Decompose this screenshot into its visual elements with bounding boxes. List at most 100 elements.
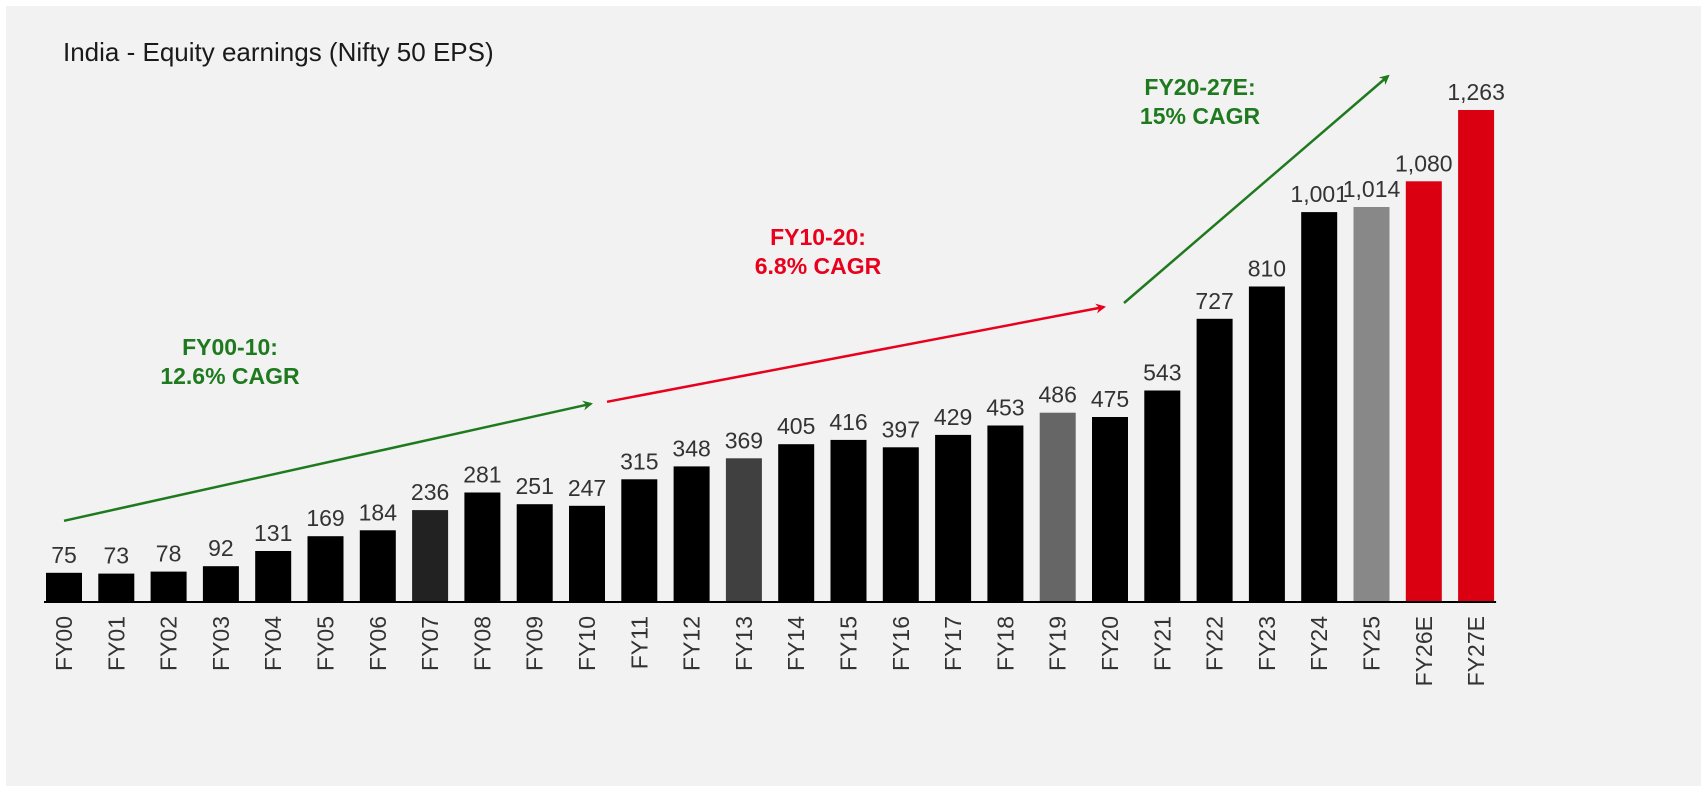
value-label-fy20: 475: [1091, 386, 1129, 412]
bar-fy19: [1039, 412, 1076, 602]
value-label-fy02: 78: [156, 541, 182, 567]
annotation-layer: FY00-10: 12.6% CAGR FY10-20: 6.8% CAGR FY20-…: [63, 74, 1390, 523]
value-label-fy26e: 1,080: [1395, 150, 1453, 176]
bar-fy07: [412, 510, 449, 602]
bar-fy18: [987, 425, 1024, 602]
value-labels-layer: 75 73 78 92 131 169 184 236 281 251 247 315 348 369 40…: [51, 79, 1505, 569]
x-tick-fy00: FY00: [51, 616, 77, 671]
bar-fy16: [882, 447, 919, 602]
bar-fy10: [569, 505, 605, 602]
bar-fy09: [516, 504, 553, 602]
value-label-fy24: 1,001: [1290, 181, 1348, 207]
cagr-label-3-line-2: 15% CAGR: [1140, 103, 1261, 129]
bar-fy05: [307, 536, 344, 602]
value-label-fy00: 75: [51, 542, 77, 568]
x-tick-fy18: FY18: [992, 616, 1018, 671]
bar-fy14: [778, 444, 815, 602]
x-tick-fy25: FY25: [1359, 616, 1385, 671]
x-tick-fy03: FY03: [208, 616, 234, 671]
bar-fy22: [1196, 318, 1233, 602]
x-tick-fy24: FY24: [1306, 616, 1332, 671]
x-tick-fy16: FY16: [888, 616, 914, 671]
tick-labels-layer: FY00 FY01 FY02 FY03 FY04 FY05 FY06 FY07 FY08 FY09…: [51, 616, 1489, 687]
bar-fy21: [1144, 390, 1181, 602]
value-label-fy23: 810: [1248, 256, 1286, 282]
chart-frame: India - Equity earnings (Nifty 50 EPS) F…: [6, 6, 1701, 786]
bar-fy08: [464, 492, 501, 602]
value-label-fy27e: 1,263: [1447, 79, 1505, 105]
bar-fy13: [725, 458, 762, 602]
value-label-fy16: 397: [882, 416, 920, 442]
x-tick-fy01: FY01: [103, 616, 129, 671]
x-tick-fy08: FY08: [469, 616, 495, 671]
x-tick-fy26e: FY26E: [1411, 616, 1437, 686]
x-tick-fy23: FY23: [1254, 616, 1280, 671]
cagr-label-2-line-2: 6.8% CAGR: [755, 253, 882, 279]
cagr-label-3-line-1: FY20-27E:: [1144, 74, 1255, 100]
bar-fy02: [150, 571, 187, 602]
bar-fy11: [621, 479, 658, 602]
x-tick-fy19: FY19: [1045, 616, 1071, 671]
value-label-fy25: 1,014: [1343, 176, 1401, 202]
bar-fy12: [673, 466, 710, 602]
x-tick-fy09: FY09: [522, 616, 548, 671]
bar-fy26e: [1405, 181, 1442, 603]
x-tick-fy22: FY22: [1202, 616, 1228, 671]
x-tick-fy05: FY05: [313, 616, 339, 671]
bar-fy06: [359, 530, 396, 602]
bar-fy20: [1092, 417, 1128, 602]
cagr-label-1-line-1: FY00-10:: [182, 334, 278, 360]
cagr-arrow-3: [1123, 74, 1390, 304]
eps-bar-chart: India - Equity earnings (Nifty 50 EPS) F…: [44, 37, 1505, 687]
cagr-label-2-line-1: FY10-20:: [770, 224, 866, 250]
bars-layer: [46, 110, 1495, 603]
value-label-fy06: 184: [359, 499, 398, 525]
x-tick-fy11: FY11: [626, 616, 652, 669]
bar-fy01: [98, 573, 135, 602]
chart-title: India - Equity earnings (Nifty 50 EPS): [63, 37, 494, 67]
value-label-fy14: 405: [777, 413, 815, 439]
value-label-fy07: 236: [411, 479, 449, 505]
x-tick-fy10: FY10: [574, 616, 600, 671]
bar-fy24: [1301, 212, 1338, 602]
bar-fy17: [935, 434, 972, 602]
value-label-fy21: 543: [1143, 360, 1181, 386]
x-tick-fy02: FY02: [156, 616, 182, 671]
bar-fy27e: [1458, 110, 1495, 602]
value-label-fy11: 315: [620, 448, 658, 474]
value-label-fy17: 429: [934, 404, 972, 430]
x-tick-fy06: FY06: [365, 616, 391, 671]
x-tick-fy17: FY17: [940, 616, 966, 671]
x-tick-fy14: FY14: [783, 616, 809, 671]
value-label-fy18: 453: [986, 395, 1024, 421]
value-label-fy15: 416: [829, 409, 867, 435]
x-tick-fy21: FY21: [1149, 616, 1175, 671]
bar-fy03: [202, 566, 239, 602]
x-tick-fy15: FY15: [836, 616, 862, 671]
value-label-fy04: 131: [254, 520, 292, 546]
x-tick-fy13: FY13: [731, 616, 757, 671]
x-tick-fy04: FY04: [260, 616, 286, 671]
value-label-fy19: 486: [1039, 382, 1077, 408]
x-tick-fy20: FY20: [1097, 616, 1123, 671]
value-label-fy03: 92: [208, 535, 234, 561]
x-tick-fy12: FY12: [679, 616, 705, 671]
bar-fy00: [46, 572, 82, 602]
cagr-arrow-1: [63, 400, 593, 523]
value-label-fy08: 281: [463, 462, 501, 488]
value-label-fy05: 169: [306, 505, 344, 531]
bar-fy04: [255, 551, 292, 602]
x-tick-fy27e: FY27E: [1463, 616, 1489, 686]
bar-fy15: [830, 439, 867, 602]
value-label-fy09: 251: [516, 473, 554, 499]
cagr-arrow-2: [606, 303, 1106, 404]
bar-fy23: [1248, 286, 1285, 602]
bar-fy25: [1353, 207, 1390, 602]
value-label-fy12: 348: [672, 435, 710, 461]
x-tick-fy07: FY07: [417, 616, 443, 671]
value-label-fy13: 369: [725, 427, 763, 453]
cagr-label-1-line-2: 12.6% CAGR: [160, 363, 300, 389]
value-label-fy01: 73: [104, 543, 130, 569]
value-label-fy10: 247: [568, 475, 606, 501]
value-label-fy22: 727: [1195, 288, 1233, 314]
